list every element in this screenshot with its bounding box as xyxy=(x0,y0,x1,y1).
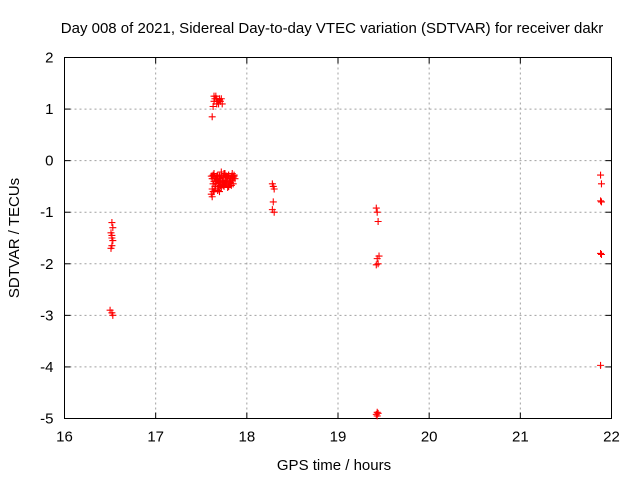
data-point-marker xyxy=(597,171,605,179)
data-point-marker xyxy=(210,170,218,178)
data-point-marker xyxy=(107,229,115,237)
data-point-marker xyxy=(373,255,381,263)
data-point-marker xyxy=(372,261,380,269)
y-tick-label: -5 xyxy=(40,411,53,428)
data-points xyxy=(106,92,605,420)
data-point-marker xyxy=(109,224,117,232)
data-point-marker xyxy=(108,219,116,227)
data-point-marker xyxy=(225,182,233,190)
data-point-marker xyxy=(224,183,232,191)
y-tick-label: -4 xyxy=(40,359,53,376)
data-point-marker xyxy=(215,173,223,181)
data-point-marker xyxy=(217,168,225,176)
plot-frame xyxy=(64,57,612,419)
chart-title: Day 008 of 2021, Sidereal Day-to-day VTE… xyxy=(61,20,603,37)
data-point-marker xyxy=(597,249,605,257)
data-point-marker xyxy=(208,113,216,121)
y-tick-label: -1 xyxy=(40,204,53,221)
data-point-marker xyxy=(374,217,382,225)
x-tick-label: 19 xyxy=(330,429,347,446)
y-tick-label: 0 xyxy=(45,153,53,170)
data-point-marker xyxy=(597,180,605,188)
data-point-marker xyxy=(107,244,115,252)
x-axis-label: GPS time / hours xyxy=(277,457,391,474)
data-point-marker xyxy=(374,260,382,268)
x-tick-label: 21 xyxy=(512,429,529,446)
data-point-marker xyxy=(210,92,218,100)
data-point-marker xyxy=(597,361,605,369)
data-point-marker xyxy=(597,251,605,259)
data-point-marker xyxy=(208,193,216,201)
data-point-marker xyxy=(109,311,117,319)
x-tick-label: 17 xyxy=(147,429,164,446)
x-tick-label: 20 xyxy=(421,429,438,446)
data-point-marker xyxy=(270,185,278,193)
data-point-marker xyxy=(597,197,605,205)
data-point-marker xyxy=(373,412,381,420)
x-tick-label: 16 xyxy=(56,429,73,446)
x-tick-labels: 16 17 18 19 20 21 22 xyxy=(56,429,620,446)
data-point-marker xyxy=(219,181,227,189)
data-point-marker xyxy=(228,176,236,184)
data-point-marker xyxy=(230,172,238,180)
y-tick-label: -2 xyxy=(40,256,53,273)
data-point-marker xyxy=(213,100,221,108)
y-tick-labels: 2 1 0 -1 -2 -3 -4 -5 xyxy=(40,50,53,428)
data-point-marker xyxy=(372,410,380,418)
data-point-marker xyxy=(220,180,228,188)
y-tick-label: 1 xyxy=(45,101,53,118)
data-point-marker xyxy=(215,188,223,196)
x-tick-label: 22 xyxy=(603,429,620,446)
y-tick-label: -3 xyxy=(40,307,53,324)
data-point-marker xyxy=(597,198,605,206)
y-tick-label: 2 xyxy=(45,50,53,67)
grid-lines xyxy=(64,57,612,419)
data-point-marker xyxy=(373,208,381,216)
data-point-marker xyxy=(225,171,233,179)
y-axis-label: SDTVAR / TECUs xyxy=(6,178,23,298)
data-point-marker xyxy=(108,234,116,242)
data-point-marker xyxy=(215,96,223,104)
data-point-marker xyxy=(269,198,277,206)
data-point-marker xyxy=(372,204,380,212)
data-point-marker xyxy=(209,102,217,110)
data-point-marker xyxy=(211,185,219,193)
data-point-marker xyxy=(270,208,278,216)
data-point-marker xyxy=(212,175,220,183)
x-tick-label: 18 xyxy=(238,429,255,446)
